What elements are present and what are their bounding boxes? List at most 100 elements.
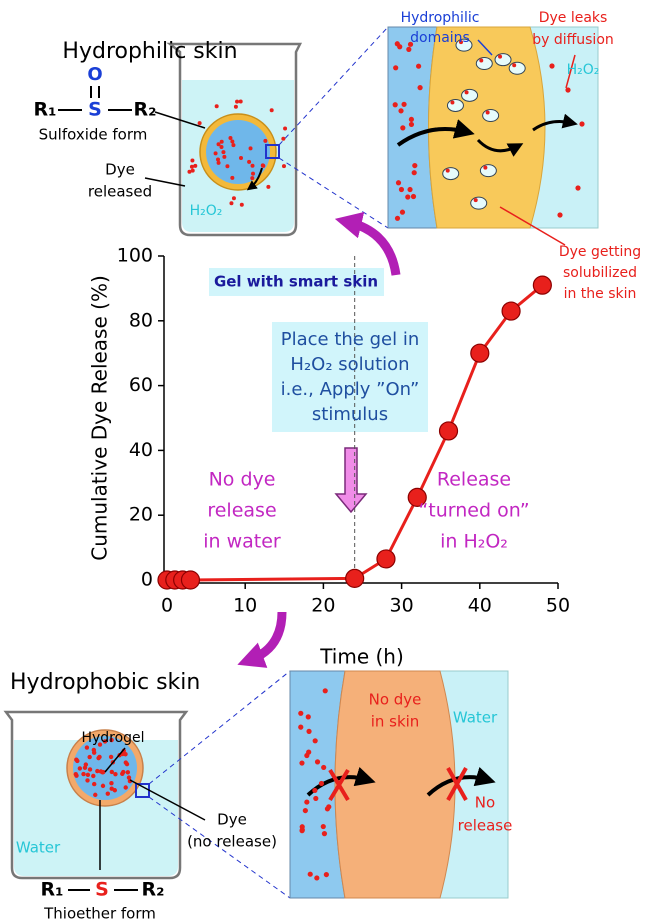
dye-dot — [247, 160, 251, 164]
dye-dot — [92, 750, 96, 754]
dye-dot — [565, 87, 570, 92]
y-tick-label: 0 — [141, 569, 153, 591]
dye-dot — [412, 163, 417, 168]
annotation: Release — [437, 469, 511, 491]
dye-dot — [220, 140, 224, 144]
dye-dot — [498, 55, 502, 59]
dye-dot — [313, 738, 318, 743]
annotation: Place the gel in — [281, 329, 419, 350]
dye-dot — [306, 714, 311, 719]
dye-dot — [321, 765, 326, 770]
label: Water — [453, 709, 498, 727]
atom: R₂ — [134, 99, 157, 121]
annotation: in water — [203, 531, 281, 553]
data-point — [346, 569, 364, 587]
dye-dot — [396, 180, 401, 185]
dye-dot — [85, 778, 89, 782]
y-tick-label: 40 — [129, 439, 153, 461]
label: Dye getting — [559, 244, 641, 260]
domain — [476, 58, 492, 70]
dye-dot — [239, 100, 243, 104]
data-point — [502, 302, 520, 320]
dye-dot — [249, 146, 253, 150]
data-point — [471, 344, 489, 362]
dye-dot — [312, 788, 317, 793]
x-tick-label: 30 — [390, 595, 414, 617]
domain — [480, 165, 496, 177]
dye-dot — [306, 729, 311, 734]
label: No — [475, 794, 495, 812]
data-point — [440, 422, 458, 440]
dye-dot — [261, 164, 265, 168]
label: No dye — [369, 691, 422, 709]
dye-dot — [557, 212, 562, 217]
label: H₂O₂ — [190, 203, 223, 219]
x-tick-label: 0 — [161, 595, 173, 617]
atom: O — [87, 64, 102, 85]
annotation: stimulus — [312, 404, 388, 425]
panel-title: Hydrophobic skin — [10, 670, 200, 695]
dye-dot — [405, 194, 410, 199]
dye-dot — [400, 210, 405, 215]
label: by diffusion — [532, 32, 614, 48]
dye-dot — [232, 196, 236, 200]
annotation: H₂O₂ solution — [290, 354, 409, 375]
y-tick-label: 20 — [129, 504, 153, 526]
x-tick-label: 10 — [233, 595, 257, 617]
dye-dot — [575, 185, 580, 190]
dye-dot — [417, 85, 422, 90]
dye-dot — [74, 758, 78, 762]
x-tick-label: 20 — [311, 595, 335, 617]
dye-dot — [219, 145, 223, 149]
dye-dot — [106, 791, 110, 795]
dye-dot — [321, 824, 326, 829]
dye-dot — [127, 775, 131, 779]
y-tick-label: 80 — [129, 309, 153, 331]
dye-dot — [313, 796, 318, 801]
dye-dot — [315, 759, 320, 764]
dye-dot — [190, 159, 194, 163]
label: Thioether form — [43, 905, 156, 923]
dye-dot — [222, 155, 226, 159]
domain — [447, 99, 463, 111]
domain — [471, 197, 487, 209]
data-point — [181, 571, 199, 589]
dye-dot — [81, 772, 85, 776]
dye-dot — [230, 176, 234, 180]
dye-dot — [400, 125, 405, 130]
annotation: i.e., Apply ”On” — [281, 379, 420, 400]
dye-dot — [407, 187, 412, 192]
top-zoom — [388, 27, 598, 228]
dye-dot — [239, 156, 243, 160]
dye-dot — [281, 137, 285, 141]
dye-dot — [483, 166, 487, 170]
dye-dot — [314, 875, 319, 880]
x-tick-label: 50 — [546, 595, 570, 617]
dye-dot — [216, 157, 220, 161]
stimulus-arrow — [336, 448, 366, 512]
domain — [509, 62, 525, 74]
domain — [443, 168, 459, 180]
data-point — [377, 550, 395, 568]
dye-dot — [298, 725, 303, 730]
dye-dot — [398, 108, 403, 113]
dye-dot — [230, 139, 234, 143]
dye-dot — [298, 711, 303, 716]
dye-dot — [86, 773, 90, 777]
dye-dot — [399, 187, 404, 192]
dye-dot — [250, 176, 254, 180]
dye-dot — [231, 143, 235, 147]
dye-dot — [324, 872, 329, 877]
dye-dot — [395, 216, 400, 221]
label: Dye — [217, 811, 247, 829]
annotation: No dye — [209, 469, 276, 491]
label: in skin — [371, 713, 420, 731]
dye-dot — [99, 769, 103, 773]
dye-dot — [270, 108, 274, 112]
dye-dot — [401, 102, 406, 107]
panel-title: Hydrophilic skin — [62, 39, 237, 64]
dye-dot — [479, 59, 483, 63]
dye-dot — [113, 772, 117, 776]
dye-dot — [549, 63, 554, 68]
figure: 02040608010001020304050Time (h)Cumulativ… — [0, 0, 656, 924]
